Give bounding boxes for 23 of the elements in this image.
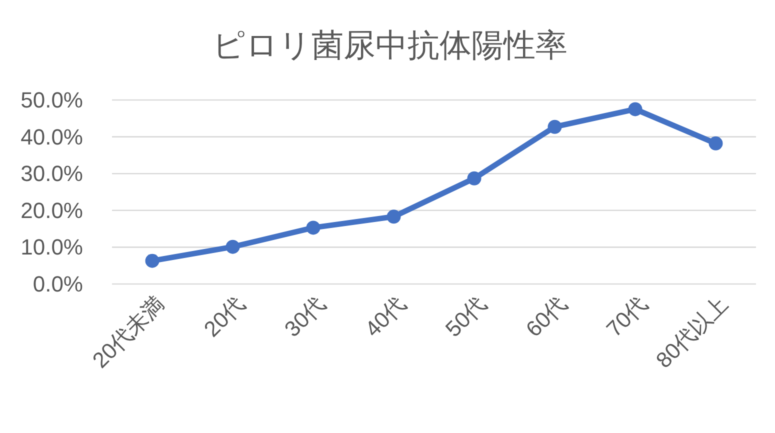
y-tick-label: 50.0% (20, 88, 83, 112)
point (386, 210, 401, 224)
x-tick-label: 60代 (521, 291, 572, 342)
x-tick-label: 30代 (280, 291, 330, 342)
x-tick-label: 70代 (602, 291, 652, 342)
x-tick-label: 20代未満 (87, 291, 170, 373)
y-tick-label: 30.0% (20, 161, 83, 186)
point (548, 120, 562, 134)
point (226, 240, 240, 254)
y-tick-label: 20.0% (20, 198, 83, 223)
point (708, 136, 723, 150)
point (467, 171, 482, 186)
x-tick-label: 80代以上 (650, 291, 733, 373)
point (306, 220, 320, 235)
point (145, 254, 160, 268)
y-tick-label: 40.0% (20, 124, 83, 150)
x-tick-label: 40代 (360, 291, 411, 342)
y-tick-label: 0.0% (32, 272, 83, 296)
y-tick-label: 10.0% (20, 234, 83, 260)
x-tick-label: 20代 (199, 291, 250, 342)
chart-title: ピロリ菌尿中抗体陽性率 (212, 27, 568, 63)
x-tick-label: 50代 (440, 291, 492, 342)
point (628, 102, 642, 116)
